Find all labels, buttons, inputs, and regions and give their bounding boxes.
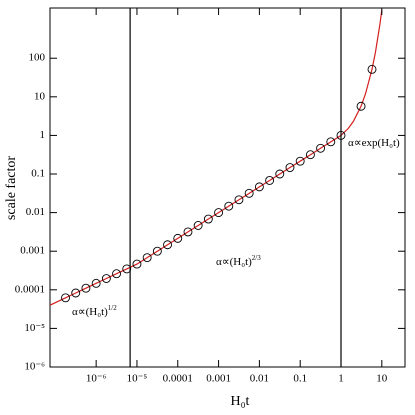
x-tick-label: 10⁻⁶ [86, 373, 107, 385]
x-tick-label: 10⁻⁵ [127, 373, 148, 385]
x-tick-label: 0.1 [293, 373, 307, 385]
data-point [163, 240, 173, 250]
annotation-text: α∝(H₀t) [72, 306, 108, 318]
data-point [203, 214, 213, 224]
annotation-exponent: 1/2 [108, 304, 117, 312]
y-tick-label: 0.001 [20, 245, 45, 257]
data-point [305, 150, 315, 160]
annotation: α∝exp(H₀t) [348, 137, 400, 149]
y-tick-label: 0.0001 [15, 283, 45, 295]
y-axis-label: scale factor [4, 156, 19, 220]
data-point [132, 259, 142, 269]
x-tick-label: 0.0001 [163, 373, 193, 385]
data-point [71, 288, 81, 298]
data-point [142, 253, 152, 263]
x-tick-label: 0.01 [250, 373, 269, 385]
curve [50, 10, 383, 306]
plot-frame [49, 7, 406, 368]
data-point [173, 233, 183, 243]
x-tick-label: 10 [376, 373, 388, 385]
y-tick-label: 0.01 [26, 206, 45, 218]
data-point [265, 176, 275, 185]
y-tick-label: 10⁻⁵ [24, 322, 45, 334]
data-point [367, 64, 377, 74]
data-point [234, 195, 244, 205]
plot-area [50, 10, 383, 306]
annotation: α∝(H₀t)2/3 [216, 254, 261, 268]
data-point [61, 293, 71, 303]
y-tick-label: 10 [34, 90, 46, 102]
y-tick-label: 100 [29, 52, 46, 64]
data-point [356, 101, 366, 111]
y-tick-label: 0.1 [31, 168, 45, 180]
x-tick-label: 1 [338, 373, 344, 385]
data-point [295, 156, 305, 166]
x-tick-label: 0.001 [206, 373, 231, 385]
y-tick-label: 1 [40, 129, 46, 141]
data-point [275, 169, 285, 179]
data-point [193, 221, 203, 230]
annotation: α∝(H₀t)1/2 [72, 304, 117, 318]
data-point [122, 264, 132, 274]
data-point [112, 269, 121, 279]
data-point [244, 188, 254, 198]
data-point [81, 283, 91, 293]
y-tick-label: 10⁻⁶ [24, 361, 45, 373]
data-point [91, 278, 101, 288]
data-point [214, 208, 224, 218]
annotation-text: α∝exp(H₀t) [348, 137, 400, 149]
data-point [224, 201, 234, 211]
data-point [254, 182, 264, 192]
data-point [101, 274, 111, 283]
annotation-text: α∝(H₀t) [216, 256, 252, 268]
data-point [152, 246, 162, 256]
data-point [183, 227, 193, 237]
annotation-exponent: 2/3 [252, 254, 261, 262]
data-point [316, 143, 326, 153]
data-point [326, 137, 336, 147]
data-point [285, 163, 295, 173]
x-axis-label: H₀t [231, 394, 250, 409]
